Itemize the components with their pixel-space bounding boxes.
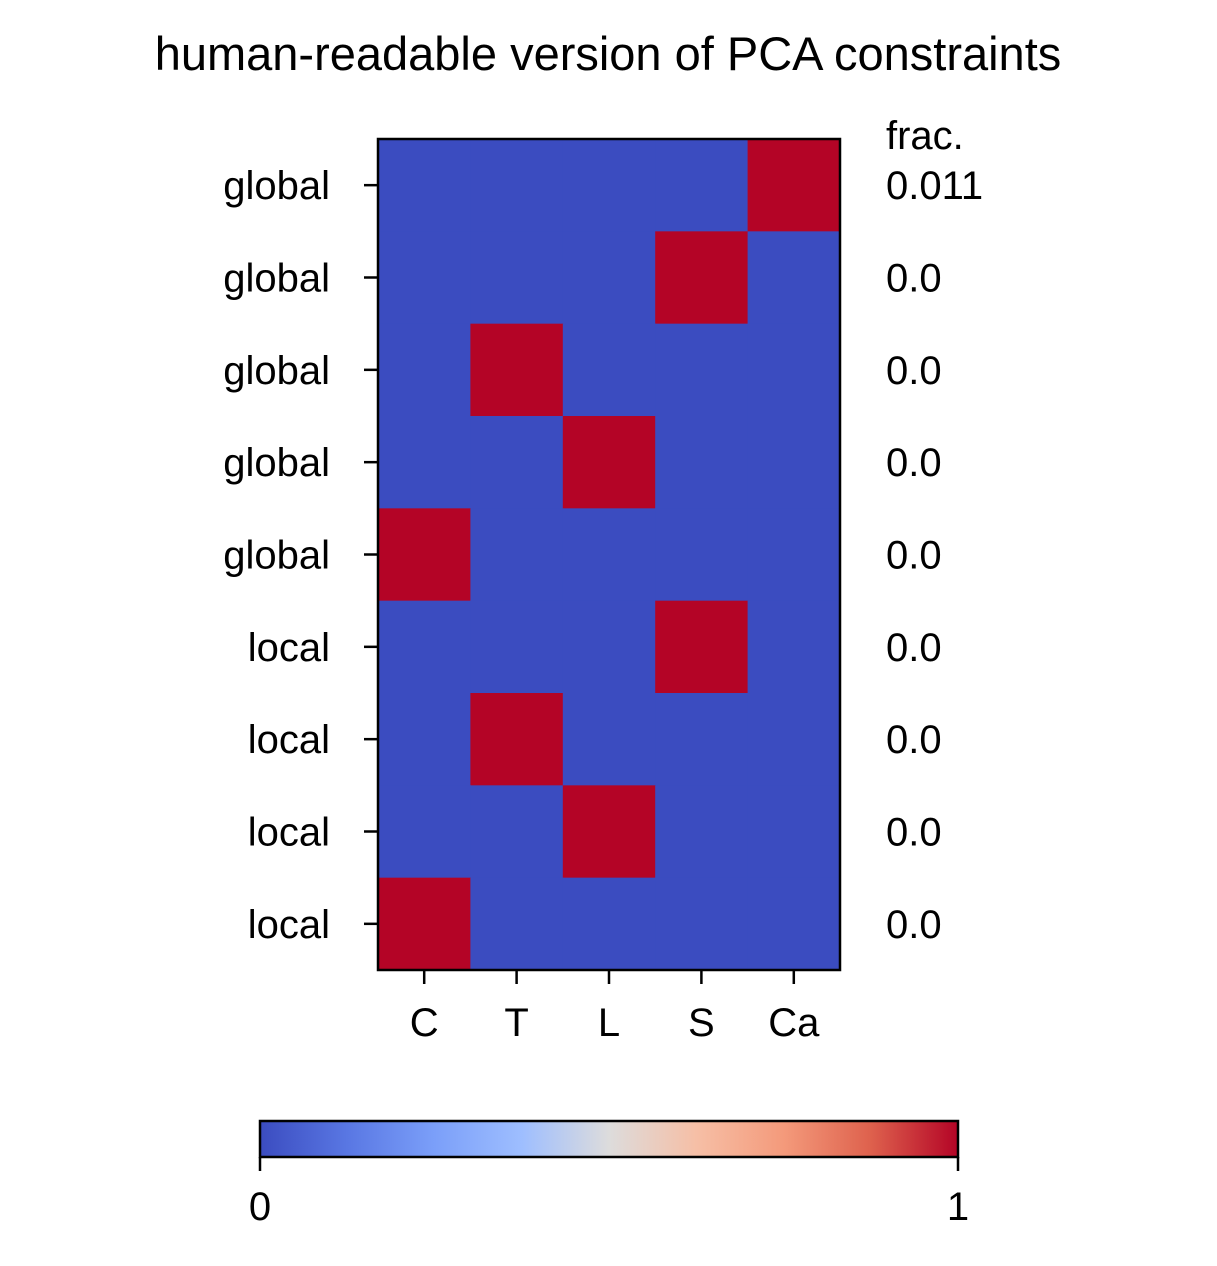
heatmap-cell xyxy=(747,323,841,417)
heatmap-cell xyxy=(470,785,564,879)
heatmap-cell xyxy=(378,323,471,417)
heatmap-cell xyxy=(470,877,564,971)
heatmap-cell xyxy=(562,877,656,971)
heatmap-cells xyxy=(378,139,841,971)
x-tick-label: L xyxy=(598,1001,620,1045)
heatmap-cell xyxy=(470,139,564,232)
y-axis: global global global global global local local… xyxy=(223,164,378,947)
heatmap-cell xyxy=(562,323,656,417)
frac-column-header: frac. xyxy=(886,114,964,158)
y-tick-label: local xyxy=(248,811,330,855)
heatmap-cell xyxy=(378,600,471,694)
heatmap-cell xyxy=(378,139,471,232)
heatmap-cell xyxy=(655,785,749,879)
frac-value: 0.0 xyxy=(886,257,942,301)
y-tick-label: global xyxy=(223,257,330,301)
heatmap-cell xyxy=(378,508,471,602)
heatmap-cell xyxy=(470,508,564,602)
heatmap-cell xyxy=(378,231,471,325)
heatmap-cell xyxy=(378,877,471,971)
y-tick-label: global xyxy=(223,534,330,578)
heatmap-cell xyxy=(562,508,656,602)
heatmap-cell xyxy=(747,508,841,602)
heatmap-cell xyxy=(470,416,564,509)
frac-column: 0.011 0.0 0.0 0.0 0.0 0.0 0.0 0.0 0.0 xyxy=(886,164,983,947)
chart-title: human-readable version of PCA constraint… xyxy=(155,27,1062,80)
colorbar-tick-label: 0 xyxy=(249,1185,271,1229)
heatmap-cell xyxy=(655,508,749,602)
heatmap-cell xyxy=(655,600,749,694)
heatmap-cell xyxy=(655,323,749,417)
x-tick-label: Ca xyxy=(768,1001,820,1045)
y-tick-label: local xyxy=(248,903,330,947)
colorbar-tick-label: 1 xyxy=(947,1185,969,1229)
y-tick-label: global xyxy=(223,164,330,208)
y-tick-label: local xyxy=(248,626,330,670)
heatmap-cell xyxy=(470,231,564,325)
frac-value: 0.0 xyxy=(886,626,942,670)
x-tick-label: C xyxy=(410,1001,439,1045)
colorbar-gradient xyxy=(258,1119,960,1159)
x-tick-label: T xyxy=(504,1001,528,1045)
frac-value: 0.0 xyxy=(886,811,942,855)
heatmap-cell xyxy=(747,785,841,879)
x-axis: C T L S Ca xyxy=(410,970,820,1045)
y-tick-label: global xyxy=(223,349,330,393)
frac-value: 0.0 xyxy=(886,718,942,762)
frac-value: 0.0 xyxy=(886,903,942,947)
heatmap-cell xyxy=(655,416,749,509)
heatmap-cell xyxy=(655,231,749,325)
heatmap-cell xyxy=(562,785,656,879)
heatmap-cell xyxy=(378,693,471,786)
heatmap-cell xyxy=(655,877,749,971)
x-tick-label: S xyxy=(688,1001,715,1045)
heatmap-cell xyxy=(562,416,656,509)
heatmap-cell xyxy=(747,600,841,694)
heatmap-cell xyxy=(747,877,841,971)
heatmap-cell xyxy=(470,600,564,694)
heatmap-cell xyxy=(747,139,841,232)
y-tick-label: global xyxy=(223,441,330,485)
heatmap-cell xyxy=(562,600,656,694)
heatmap-cell xyxy=(378,416,471,509)
heatmap-cell xyxy=(378,785,471,879)
heatmap-cell xyxy=(655,693,749,786)
y-tick-label: local xyxy=(248,718,330,762)
frac-value: 0.0 xyxy=(886,534,942,578)
heatmap-cell xyxy=(655,139,749,232)
heatmap-cell xyxy=(470,323,564,417)
frac-value: 0.011 xyxy=(886,164,983,208)
heatmap-cell xyxy=(562,139,656,232)
frac-value: 0.0 xyxy=(886,441,942,485)
frac-value: 0.0 xyxy=(886,349,942,393)
heatmap-cell xyxy=(470,693,564,786)
heatmap-cell xyxy=(747,231,841,325)
heatmap-cell xyxy=(747,693,841,786)
heatmap-cell xyxy=(562,231,656,325)
heatmap-cell xyxy=(747,416,841,509)
heatmap-cell xyxy=(562,693,656,786)
